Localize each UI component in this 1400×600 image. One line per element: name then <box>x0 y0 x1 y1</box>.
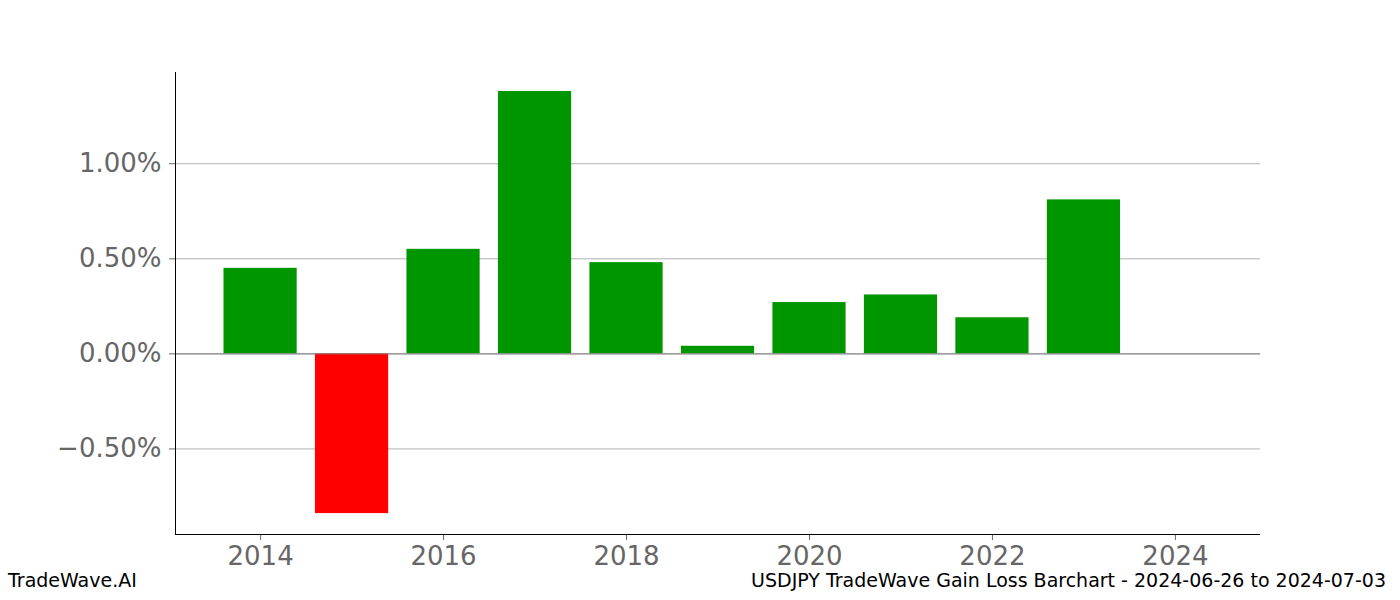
svg-text:1.00%: 1.00% <box>79 148 162 178</box>
svg-text:2016: 2016 <box>410 541 476 571</box>
svg-text:0.00%: 0.00% <box>79 338 162 368</box>
svg-text:0.50%: 0.50% <box>79 243 162 273</box>
html-text:TradeWave.AI: TradeWave.AI <box>8 569 137 591</box>
svg-text:2022: 2022 <box>959 541 1025 571</box>
svg-text:2024: 2024 <box>1142 541 1208 571</box>
svg-text:2014: 2014 <box>227 541 293 571</box>
svg-text:2020: 2020 <box>776 541 842 571</box>
svg-text:2018: 2018 <box>593 541 659 571</box>
svg-text:−0.50%: −0.50% <box>57 433 161 463</box>
html-text:USDJPY TradeWave Gain Loss Bar: USDJPY TradeWave Gain Loss Barchart - 20… <box>751 569 1386 591</box>
